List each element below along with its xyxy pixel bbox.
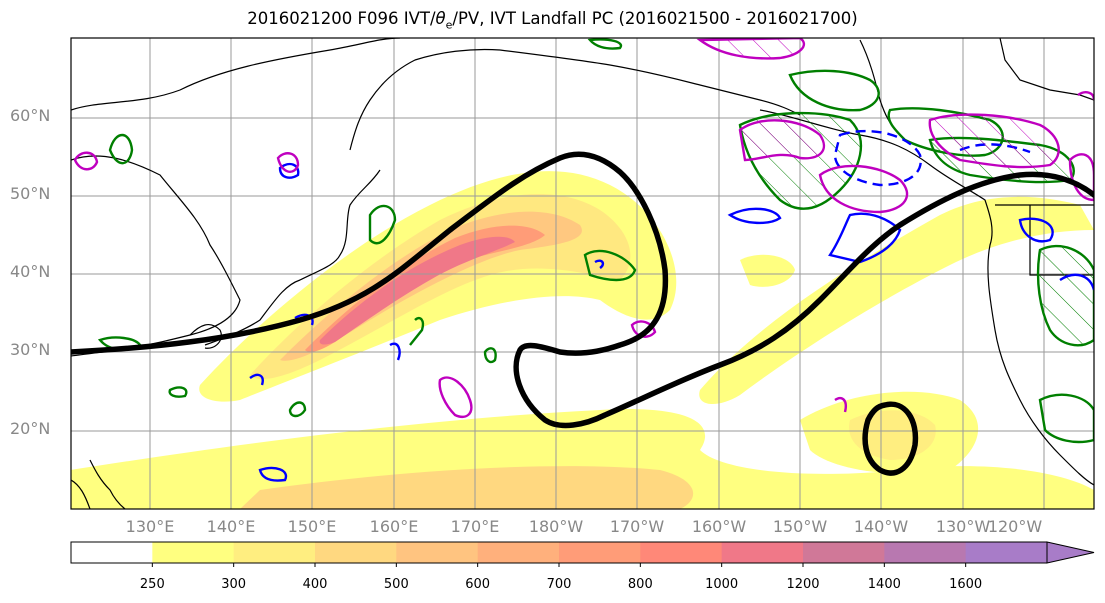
colorbar-segment [721, 542, 804, 563]
colorbar [70, 541, 1095, 567]
lon-label-150w: 150°W [772, 517, 828, 536]
colorbar-tick-label: 500 [383, 577, 409, 592]
figure-title: 2016021200 F096 IVT/θe/PV, IVT Landfall … [247, 9, 858, 32]
colorbar-segment [396, 542, 479, 563]
colorbar-tick-label: 250 [139, 577, 165, 592]
colorbar-tick-label: 1400 [867, 577, 901, 592]
lat-label-30n: 30°N [10, 340, 51, 359]
colorbar-segment [965, 542, 1048, 563]
lon-label-140e: 140°E [206, 517, 256, 536]
lat-label-50n: 50°N [10, 184, 51, 203]
lat-label-40n: 40°N [10, 262, 51, 281]
graticule [71, 38, 1094, 509]
colorbar-segment [71, 542, 153, 563]
colorbar-segment [640, 542, 723, 563]
colorbar-tick-label: 1600 [949, 577, 983, 592]
lon-label-120w: 120°W [987, 517, 1043, 536]
colorbar-segment [315, 542, 397, 563]
lat-label-20n: 20°N [10, 419, 51, 438]
lon-label-170e: 170°E [450, 517, 500, 536]
lon-label-140w: 140°W [853, 517, 909, 536]
colorbar-segment [884, 542, 967, 563]
colorbar-tick-label: 700 [546, 577, 572, 592]
colorbar-extend-arrow [1046, 541, 1095, 564]
colorbar-tick-label: 300 [221, 577, 247, 592]
colorbar-tick-label: 800 [627, 577, 653, 592]
colorbar-segment [233, 542, 316, 563]
colorbar-segment [152, 542, 235, 563]
colorbar-tick-label: 400 [302, 577, 328, 592]
lon-label-160e: 160°E [369, 517, 419, 536]
lat-label-60n: 60°N [10, 106, 51, 125]
lon-label-130e: 130°E [125, 517, 175, 536]
colorbar-tick-label: 1200 [786, 577, 820, 592]
ivt-fill [71, 171, 1094, 509]
landfall-contours [73, 38, 1094, 419]
colorbar-tick-label: 600 [465, 577, 491, 592]
colorbar-segment [477, 542, 560, 563]
lon-label-170w: 170°W [609, 517, 665, 536]
colorbar-tick-label: 1000 [705, 577, 739, 592]
lon-label-180w: 180°W [528, 517, 584, 536]
map-frame [70, 37, 1095, 510]
coastlines [71, 38, 1094, 509]
lon-label-150e: 150°E [287, 517, 337, 536]
pc-contours [71, 151, 1094, 476]
lon-label-130w: 130°W [935, 517, 991, 536]
colorbar-segment [803, 542, 885, 563]
colorbar-segment [559, 542, 641, 563]
lon-label-160w: 160°W [691, 517, 747, 536]
